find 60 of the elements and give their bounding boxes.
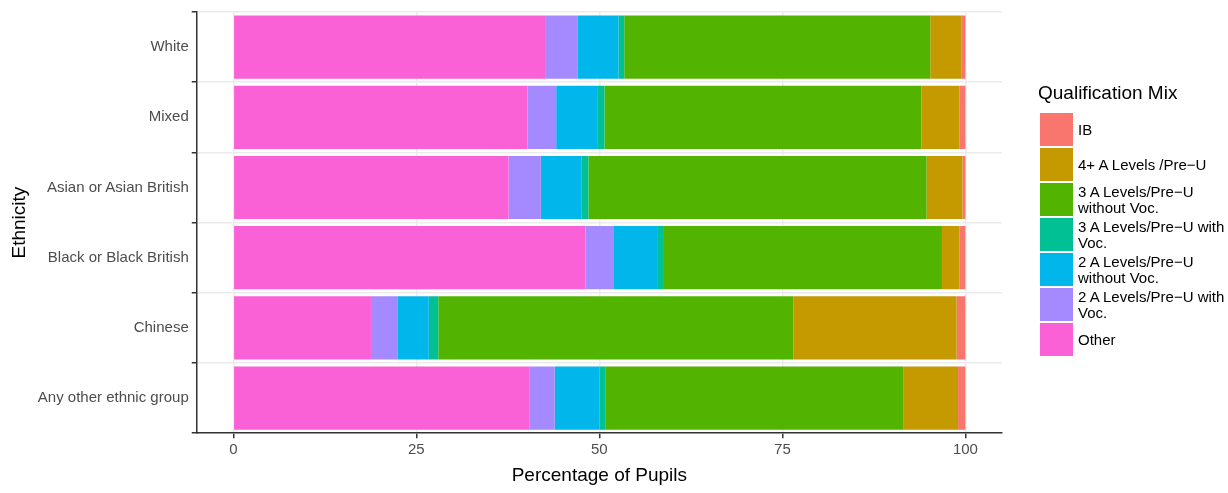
x-tick-label: 25 — [408, 440, 425, 458]
bar — [234, 15, 546, 79]
bar — [958, 366, 966, 430]
bar — [234, 85, 528, 149]
x-tick-label: 0 — [229, 440, 238, 458]
bar — [588, 155, 927, 220]
bar — [234, 296, 371, 360]
bar — [234, 155, 509, 220]
legend-label: 3 A Levels/Pre−U without Voc. — [1078, 182, 1195, 216]
bar — [962, 155, 966, 220]
bar — [554, 366, 600, 430]
bar — [624, 15, 931, 79]
bar — [540, 155, 582, 220]
legend-title: Qualification Mix — [1038, 82, 1179, 104]
bar — [618, 15, 625, 79]
bar — [234, 226, 586, 290]
bar — [597, 85, 605, 149]
bar — [657, 226, 664, 290]
bar — [234, 366, 530, 430]
bar — [585, 226, 615, 290]
bar — [556, 85, 598, 149]
bar — [926, 155, 963, 220]
bar — [527, 85, 557, 149]
y-tick-label: Mixed — [148, 107, 189, 125]
bar — [529, 366, 555, 430]
bar — [614, 226, 658, 290]
legend-label: IB — [1078, 120, 1094, 138]
bar — [921, 85, 960, 149]
bar — [793, 296, 957, 360]
y-tick-label: White — [150, 37, 189, 55]
bar — [663, 226, 942, 290]
bar — [599, 366, 606, 430]
y-tick-label: Black or Black British — [47, 247, 189, 265]
y-tick-label: Asian or Asian British — [47, 177, 189, 195]
bar — [605, 366, 904, 430]
bar — [604, 85, 922, 149]
bar — [508, 155, 541, 220]
x-tick-label: 75 — [774, 440, 791, 458]
x-tick-label: 50 — [591, 440, 608, 458]
bar — [428, 296, 439, 360]
x-tick-label: 100 — [952, 440, 978, 458]
legend-label: 3 A Levels/Pre−U with Voc. — [1078, 217, 1226, 251]
legend-label: 2 A Levels/Pre−U without Voc. — [1078, 252, 1195, 286]
bar — [545, 15, 578, 79]
y-axis-title: Ethnicity — [7, 186, 29, 259]
bar — [370, 296, 398, 360]
bar — [577, 15, 619, 79]
y-tick-label: Chinese — [133, 318, 189, 336]
bar — [956, 296, 966, 360]
legend-label: 2 A Levels/Pre−U with Voc. — [1078, 287, 1226, 321]
bar — [438, 296, 794, 360]
bar — [581, 155, 589, 220]
x-axis-title: Percentage of Pupils — [511, 463, 688, 485]
bar — [930, 15, 962, 79]
bar — [397, 296, 429, 360]
legend-label: 4+ A Levels /Pre−U — [1078, 155, 1208, 173]
bar — [941, 226, 960, 290]
y-tick-label: Any other ethnic group — [37, 388, 189, 406]
legend-label: Other — [1078, 330, 1117, 348]
bar — [903, 366, 959, 430]
